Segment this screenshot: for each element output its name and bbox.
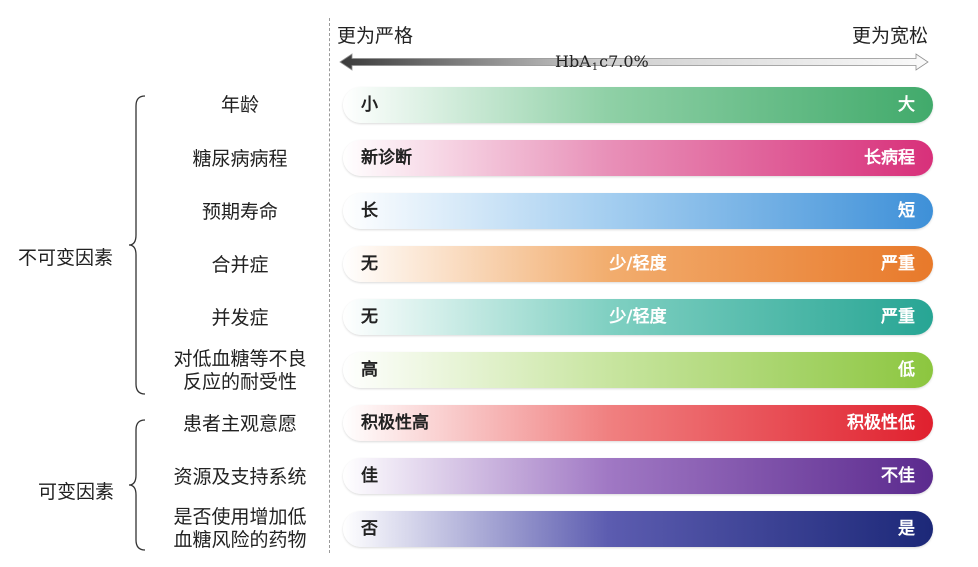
bar-right-text: 短: [898, 201, 915, 221]
bar-left-text: 无: [361, 254, 378, 274]
factor-label-age: 年龄: [220, 94, 259, 116]
bar-right-text: 低: [898, 360, 915, 380]
bar-right-text: 积极性低: [847, 413, 915, 433]
gradient-bar-hypoglycemia-risk-drugs: 否 是: [343, 511, 933, 547]
factor-label-comorbidities: 合并症: [211, 254, 269, 276]
bar-left-text: 无: [361, 307, 378, 327]
gradient-bar-comorbidities: 无 少/轻度 严重: [343, 246, 933, 282]
bar-left-text: 长: [361, 201, 378, 221]
gradient-bar-life-expectancy: 长 短: [343, 193, 933, 229]
group-label-modifiable: 可变因素: [38, 481, 115, 503]
factor-label-hypoglycemia-risk-drugs: 是否使用增加低 血糖风险的药物: [173, 506, 307, 551]
gradient-bar-hypoglycemia-tolerance: 高 低: [343, 352, 933, 388]
bar-mid-text: 少/轻度: [609, 254, 667, 274]
modifiable-factors-brace: [128, 419, 146, 551]
gradient-bar-diabetes-duration: 新诊断 长病程: [343, 140, 933, 176]
bar-right-text: 严重: [881, 254, 915, 274]
bar-left-text: 佳: [361, 466, 378, 486]
gradient-bar-resources-support: 佳 不佳: [343, 458, 933, 494]
hba1c-label: HbA1c7.0%: [555, 52, 649, 73]
factor-label-hypoglycemia-tolerance: 对低血糖等不良 反应的耐受性: [173, 348, 307, 393]
bar-right-text: 长病程: [864, 148, 915, 168]
gradient-bar-age: 小 大: [343, 87, 933, 123]
factor-label-life-expectancy: 预期寿命: [201, 201, 278, 223]
looser-label: 更为宽松: [851, 25, 928, 47]
bar-right-text: 是: [898, 519, 915, 539]
bar-left-text: 高: [361, 360, 378, 380]
bar-right-text: 大: [898, 95, 915, 115]
gradient-bar-patient-willingness: 积极性高 积极性低: [343, 405, 933, 441]
bar-left-text: 小: [361, 95, 378, 115]
bar-left-text: 积极性高: [361, 413, 429, 433]
bar-mid-text: 少/轻度: [609, 307, 667, 327]
factor-label-patient-willingness: 患者主观意愿: [182, 413, 297, 435]
factor-label-diabetes-duration: 糖尿病病程: [192, 148, 288, 170]
fixed-factors-brace: [128, 95, 146, 395]
bar-right-text: 不佳: [881, 466, 915, 486]
stricter-label: 更为严格: [337, 25, 414, 47]
gradient-bar-complications: 无 少/轻度 严重: [343, 299, 933, 335]
bar-right-text: 严重: [881, 307, 915, 327]
hba1c-axis-arrow: [339, 53, 929, 71]
factor-label-resources-support: 资源及支持系统: [173, 466, 307, 488]
dashed-divider: [329, 18, 330, 553]
bar-left-text: 否: [361, 519, 378, 539]
bar-left-text: 新诊断: [361, 148, 412, 168]
group-label-fixed: 不可变因素: [18, 247, 114, 269]
factor-label-complications: 并发症: [211, 307, 269, 329]
